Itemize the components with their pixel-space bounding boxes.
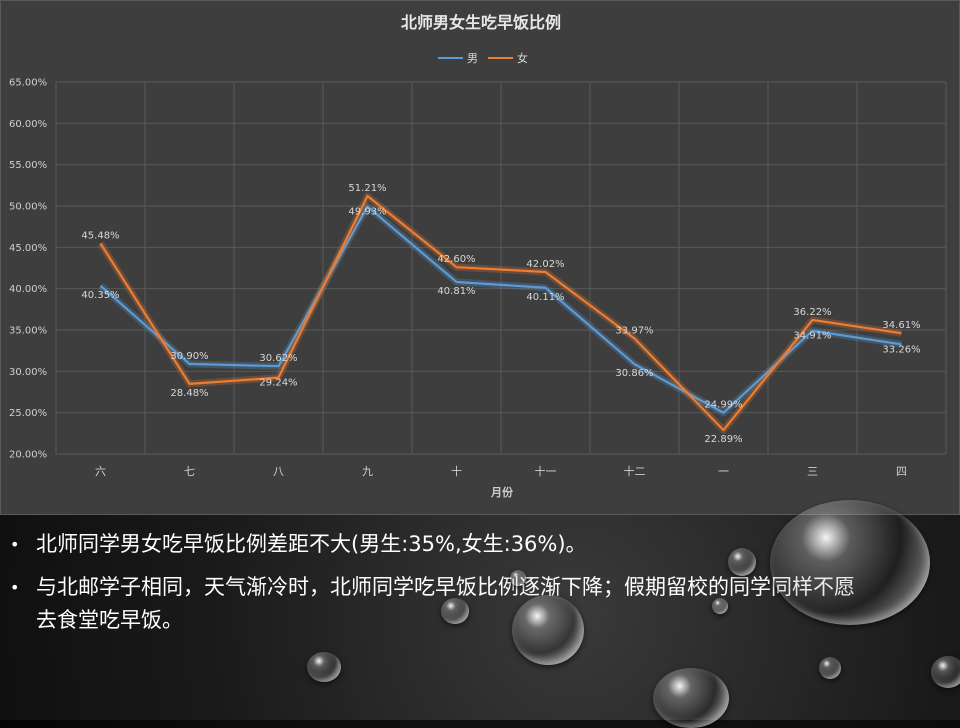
y-tick-label: 55.00%: [9, 160, 47, 171]
data-label-female: 33.97%: [615, 326, 653, 337]
series-line-female: [99, 194, 902, 432]
data-label-male: 24.99%: [704, 400, 742, 411]
x-tick-label: 一: [718, 465, 729, 478]
data-labels: 40.35% 45.48% 30.90% 28.48% 30.62% 29.24% 49.9…: [81, 183, 920, 445]
x-axis-title: 月份: [490, 485, 514, 499]
y-tick-label: 50.00%: [9, 202, 47, 213]
data-label-male: 40.81%: [437, 286, 475, 297]
water-drop-decoration: [307, 652, 341, 682]
data-label-female: 45.48%: [81, 230, 119, 241]
data-label-female: 51.21%: [348, 183, 386, 194]
water-drop-decoration: [653, 668, 729, 728]
x-tick-label: 六: [95, 465, 106, 478]
water-drop-decoration: [728, 548, 756, 576]
x-tick-label: 三: [807, 465, 818, 478]
water-drop-decoration: [441, 598, 469, 624]
water-drop-decoration: [931, 656, 960, 688]
data-label-female: 36.22%: [793, 307, 831, 318]
bullet-item: • 与北邮学子相同，天气渐冷时，北师同学吃早饭比例逐渐下降；假期留校的同学同样不…: [8, 571, 858, 637]
data-label-male: 34.91%: [793, 331, 831, 342]
bullet-text: 北师同学男女吃早饭比例差距不大(男生:35%,女生:36%)。: [36, 532, 587, 556]
data-label-male: 49.93%: [348, 207, 386, 218]
line-chart: 北师男女生吃早饭比例 男 女 65.00% 60.00% 55.00% 50.00% 4…: [9, 13, 947, 499]
y-tick-label: 60.00%: [9, 119, 47, 130]
bullet-symbol: •: [10, 578, 20, 597]
data-label-male: 30.90%: [170, 351, 208, 362]
y-tick-label: 35.00%: [9, 326, 47, 337]
y-tick-label: 40.00%: [9, 284, 47, 295]
legend: 男 女: [438, 51, 528, 65]
legend-male-label: 男: [467, 52, 478, 65]
water-drop-decoration: [819, 657, 841, 679]
data-label-male: 30.62%: [259, 353, 297, 364]
x-tick-label: 十二: [624, 464, 646, 478]
x-axis-ticks: 六 七 八 九 十 十一 十二 一 三 四: [95, 464, 907, 478]
data-label-male: 30.86%: [615, 368, 653, 379]
data-label-male: 40.11%: [526, 292, 564, 303]
x-tick-label: 十一: [535, 464, 557, 478]
x-tick-label: 十: [451, 464, 462, 478]
data-label-female: 28.48%: [170, 388, 208, 399]
legend-female-label: 女: [517, 51, 528, 65]
y-axis-ticks: 65.00% 60.00% 55.00% 50.00% 45.00% 40.00% 35.0…: [9, 78, 47, 461]
water-drop-decoration: [770, 500, 930, 625]
y-tick-label: 45.00%: [9, 243, 47, 254]
y-tick-label: 30.00%: [9, 367, 47, 378]
chart-panel: 北师男女生吃早饭比例 男 女 65.00% 60.00% 55.00% 50.00% 4…: [0, 0, 960, 515]
data-label-female: 34.61%: [882, 320, 920, 331]
x-tick-label: 八: [273, 465, 284, 478]
series-line-male: [99, 205, 902, 414]
y-tick-label: 25.00%: [9, 408, 47, 419]
x-tick-label: 四: [896, 465, 907, 478]
series: [97, 192, 903, 434]
y-tick-label: 20.00%: [9, 450, 47, 461]
water-drop-decoration: [712, 598, 728, 614]
x-tick-label: 七: [184, 465, 195, 478]
bullet-symbol: •: [10, 535, 20, 554]
data-label-male: 40.35%: [81, 290, 119, 301]
water-drop-decoration: [510, 570, 526, 586]
data-label-male: 33.26%: [882, 344, 920, 355]
bullet-item: • 北师同学男女吃早饭比例差距不大(男生:35%,女生:36%)。: [8, 528, 858, 561]
data-label-female: 29.24%: [259, 378, 297, 389]
chart-title: 北师男女生吃早饭比例: [401, 13, 561, 32]
data-label-female: 42.60%: [437, 254, 475, 265]
data-label-female: 42.02%: [526, 259, 564, 270]
gridlines: [55, 81, 947, 455]
y-tick-label: 65.00%: [9, 78, 47, 89]
bullet-list: • 北师同学男女吃早饭比例差距不大(男生:35%,女生:36%)。 • 与北邮学…: [8, 528, 858, 647]
bullet-text: 与北邮学子相同，天气渐冷时，北师同学吃早饭比例逐渐下降；假期留校的同学同样不愿去…: [36, 575, 855, 632]
water-drop-decoration: [512, 595, 584, 665]
data-label-female: 22.89%: [704, 434, 742, 445]
x-tick-label: 九: [362, 465, 373, 478]
